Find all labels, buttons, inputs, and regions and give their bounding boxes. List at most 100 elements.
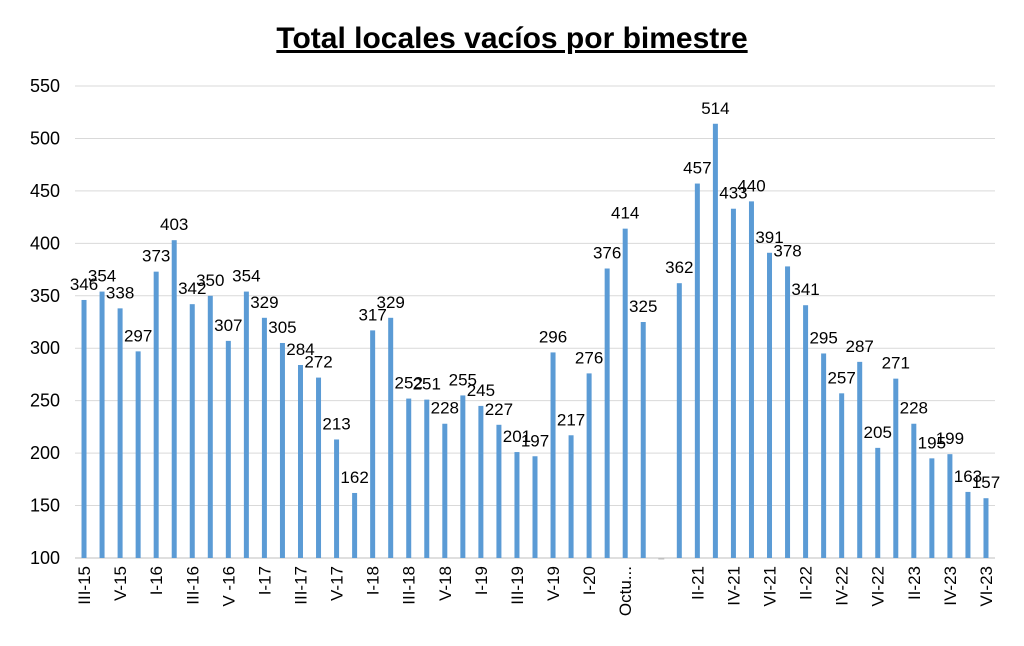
data-label: 213	[322, 414, 350, 433]
bar	[297, 365, 303, 558]
data-label: 197	[521, 431, 549, 450]
x-tick-label: II-23	[905, 566, 924, 600]
bar	[586, 373, 592, 558]
data-label: 317	[358, 305, 386, 324]
bar	[334, 439, 340, 558]
bar	[785, 266, 791, 558]
y-tick-label: 300	[30, 338, 60, 358]
bar	[225, 340, 231, 558]
bar	[929, 458, 935, 558]
bar	[261, 317, 267, 558]
x-tick-label: V-18	[436, 566, 455, 601]
x-tick-label: V -16	[219, 566, 238, 607]
data-label: 227	[485, 400, 513, 419]
data-label: 217	[557, 410, 585, 429]
y-tick-label: 550	[30, 76, 60, 96]
x-tick-label: IV-23	[941, 566, 960, 606]
bar	[568, 435, 574, 558]
bar	[424, 399, 430, 558]
bar	[694, 183, 700, 558]
bar	[712, 123, 718, 558]
bar	[243, 291, 249, 558]
bar	[81, 299, 87, 558]
x-tick-label: III-18	[400, 566, 419, 605]
bar	[189, 304, 195, 558]
bar	[135, 351, 141, 558]
bar	[983, 498, 989, 558]
x-tick-label: I-19	[472, 566, 491, 595]
y-tick-label: 150	[30, 496, 60, 516]
bar	[442, 423, 448, 558]
data-label: 157	[972, 473, 1000, 492]
bar	[532, 456, 538, 558]
data-label: 245	[467, 381, 495, 400]
bar	[676, 283, 682, 558]
data-label: 354	[232, 267, 260, 286]
data-label: 255	[449, 370, 477, 389]
bar	[496, 424, 502, 558]
bar	[893, 378, 899, 558]
data-label: 307	[214, 316, 242, 335]
bar	[388, 317, 394, 558]
y-tick-label: 100	[30, 548, 60, 568]
chart-title: Total locales vacíos por bimestre	[276, 22, 748, 55]
bar	[171, 240, 177, 559]
x-tick-label: III-16	[183, 566, 202, 605]
data-label: 199	[936, 429, 964, 448]
x-tick-label: IV-22	[833, 566, 852, 606]
data-label: 378	[773, 241, 801, 260]
bar	[911, 423, 917, 558]
data-label: 252	[395, 374, 423, 393]
bar	[153, 271, 159, 558]
data-label: 338	[106, 283, 134, 302]
data-label: 329	[376, 293, 404, 312]
bar	[839, 393, 845, 558]
bar	[550, 352, 556, 558]
x-tick-label: V-17	[328, 566, 347, 601]
x-tick-label: II-22	[797, 566, 816, 600]
data-label: 272	[304, 353, 332, 372]
y-tick-label: 400	[30, 233, 60, 253]
data-label: 296	[539, 327, 567, 346]
bar	[99, 291, 105, 558]
data-label: 305	[268, 318, 296, 337]
bar	[316, 377, 322, 558]
x-tick-label: V-19	[544, 566, 563, 601]
x-tick-label: III-15	[75, 566, 94, 605]
x-tick-label: I-16	[147, 566, 166, 595]
x-tick-label: I-17	[255, 566, 274, 595]
bar	[821, 353, 827, 558]
data-label: 350	[196, 271, 224, 290]
bar	[803, 305, 809, 558]
data-label: 376	[593, 244, 621, 263]
bar	[279, 342, 285, 558]
data-label: 433	[719, 184, 747, 203]
data-label: 346	[70, 275, 98, 294]
data-label: 257	[827, 368, 855, 387]
data-label: 329	[250, 293, 278, 312]
bar	[207, 295, 213, 558]
x-tick-label: VI-22	[869, 566, 888, 607]
bar	[875, 447, 881, 558]
bar	[117, 308, 123, 558]
x-tick-label: I-18	[364, 566, 383, 595]
x-tick-label: I-20	[580, 566, 599, 595]
data-label: 205	[864, 423, 892, 442]
bar	[640, 322, 646, 558]
bar	[406, 398, 412, 558]
data-label: 295	[809, 328, 837, 347]
data-label: 354	[88, 267, 116, 286]
data-label: 342	[178, 279, 206, 298]
data-label: 284	[286, 340, 314, 359]
x-tick-label: Octu...	[616, 566, 635, 616]
x-tick-label: VI-21	[761, 566, 780, 607]
data-label: 163	[954, 467, 982, 486]
bar	[767, 252, 773, 559]
bar	[514, 452, 520, 558]
bar	[622, 228, 628, 558]
bar	[460, 395, 466, 558]
data-label: 403	[160, 215, 188, 234]
data-label: 287	[846, 337, 874, 356]
x-tick-label: II-21	[688, 566, 707, 600]
data-label: 195	[918, 433, 946, 452]
